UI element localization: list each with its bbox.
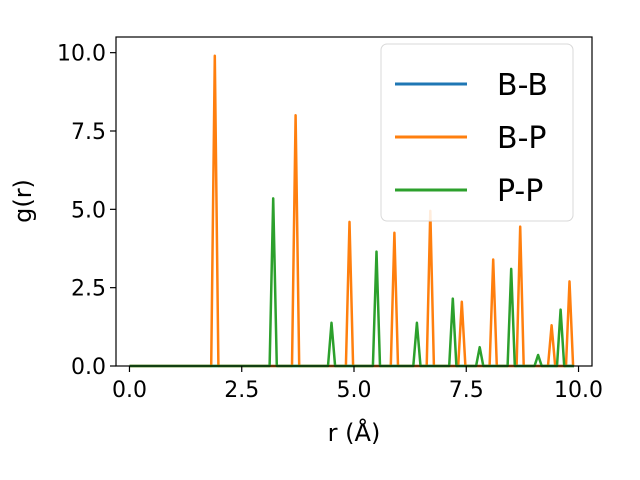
x-tick-label: 7.5 (449, 378, 484, 403)
x-tick-label: 10.0 (554, 378, 603, 403)
y-axis: 0.0 2.5 5.0 7.5 10.0 (57, 42, 116, 380)
y-axis-label: g(r) (9, 179, 37, 223)
legend: B-B B-P P-P (380, 43, 574, 222)
y-tick-label: 10.0 (57, 42, 106, 67)
legend-label-b-p: B-P (497, 121, 547, 156)
x-tick-label: 2.5 (224, 378, 259, 403)
y-tick-label: 2.5 (71, 277, 106, 302)
legend-box (380, 43, 574, 222)
x-tick-label: 5.0 (337, 378, 372, 403)
y-tick-label: 7.5 (71, 120, 106, 145)
y-tick-label: 0.0 (71, 355, 106, 380)
x-tick-label: 0.0 (112, 378, 147, 403)
x-axis-label: r (Å) (328, 418, 381, 447)
legend-label-p-p: P-P (497, 174, 543, 209)
series-line-p-p (129, 197, 574, 368)
y-tick-label: 5.0 (71, 198, 106, 223)
legend-label-b-b: B-B (497, 68, 548, 103)
x-axis: 0.0 2.5 5.0 7.5 10.0 (112, 366, 603, 403)
